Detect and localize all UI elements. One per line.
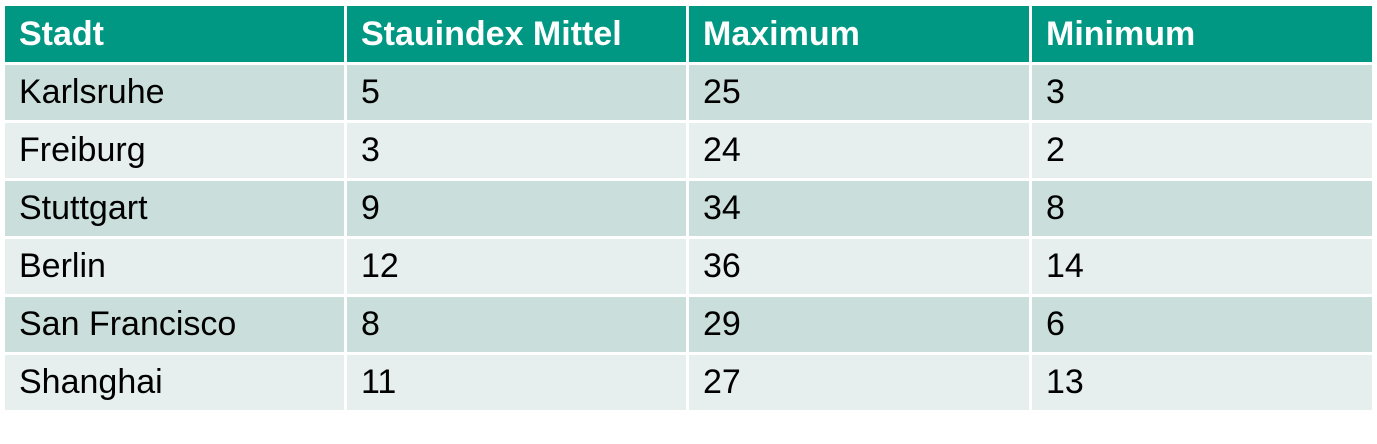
- table-header: Stadt Stauindex Mittel Maximum Minimum: [2, 3, 1375, 65]
- cell-stauindex-mittel: 11: [344, 352, 689, 413]
- cell-maximum: 36: [686, 236, 1032, 297]
- cell-maximum: 25: [686, 62, 1032, 123]
- cell-stadt: Berlin: [2, 236, 347, 297]
- table-body: Karlsruhe 5 25 3 Freiburg 3 24 2 Stuttga…: [2, 62, 1375, 413]
- cell-minimum: 8: [1029, 178, 1375, 239]
- cell-stadt: Shanghai: [2, 352, 347, 413]
- header-maximum: Maximum: [686, 3, 1032, 65]
- table-row: Shanghai 11 27 13: [2, 352, 1375, 413]
- cell-stadt: Freiburg: [2, 120, 347, 181]
- table-row: Stuttgart 9 34 8: [2, 178, 1375, 239]
- table-row: San Francisco 8 29 6: [2, 294, 1375, 355]
- cell-minimum: 2: [1029, 120, 1375, 181]
- cell-maximum: 29: [686, 294, 1032, 355]
- table-row: Karlsruhe 5 25 3: [2, 62, 1375, 123]
- header-stauindex-mittel: Stauindex Mittel: [344, 3, 689, 65]
- cell-stadt: Karlsruhe: [2, 62, 347, 123]
- cell-minimum: 13: [1029, 352, 1375, 413]
- header-minimum: Minimum: [1029, 3, 1375, 65]
- cell-maximum: 34: [686, 178, 1032, 239]
- cell-stauindex-mittel: 9: [344, 178, 689, 239]
- cell-stadt: San Francisco: [2, 294, 347, 355]
- table-row: Berlin 12 36 14: [2, 236, 1375, 297]
- cell-maximum: 24: [686, 120, 1032, 181]
- header-stadt: Stadt: [2, 3, 347, 65]
- header-row: Stadt Stauindex Mittel Maximum Minimum: [2, 3, 1375, 65]
- cell-stauindex-mittel: 3: [344, 120, 689, 181]
- cell-maximum: 27: [686, 352, 1032, 413]
- stau-table: Stadt Stauindex Mittel Maximum Minimum K…: [2, 3, 1375, 413]
- cell-stauindex-mittel: 5: [344, 62, 689, 123]
- cell-minimum: 6: [1029, 294, 1375, 355]
- cell-stauindex-mittel: 8: [344, 294, 689, 355]
- cell-stauindex-mittel: 12: [344, 236, 689, 297]
- table-row: Freiburg 3 24 2: [2, 120, 1375, 181]
- cell-minimum: 3: [1029, 62, 1375, 123]
- cell-minimum: 14: [1029, 236, 1375, 297]
- cell-stadt: Stuttgart: [2, 178, 347, 239]
